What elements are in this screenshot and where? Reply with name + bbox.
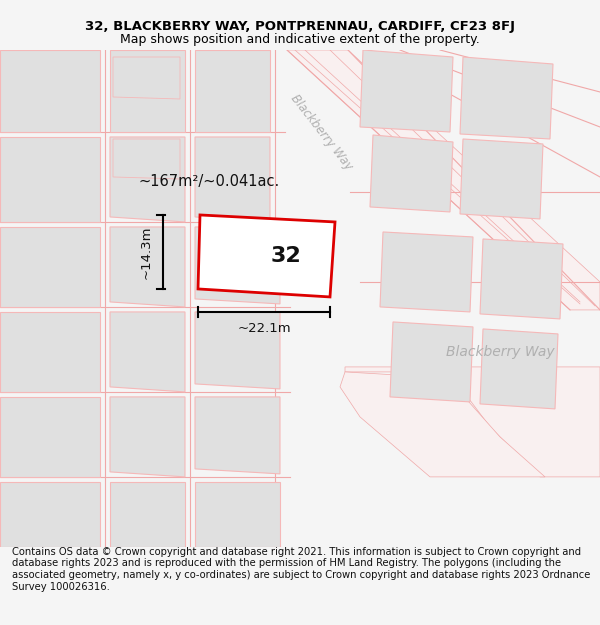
Polygon shape xyxy=(110,482,185,547)
Polygon shape xyxy=(195,227,280,304)
Text: ~167m²/~0.041ac.: ~167m²/~0.041ac. xyxy=(138,174,279,189)
Text: 32: 32 xyxy=(271,246,301,266)
Text: ~22.1m: ~22.1m xyxy=(237,322,291,335)
Text: Blackberry Way: Blackberry Way xyxy=(289,92,356,172)
Polygon shape xyxy=(0,312,100,392)
Polygon shape xyxy=(345,367,600,477)
Polygon shape xyxy=(198,215,335,297)
Polygon shape xyxy=(110,227,185,307)
Polygon shape xyxy=(0,397,100,477)
Polygon shape xyxy=(195,50,270,132)
Polygon shape xyxy=(480,329,558,409)
Polygon shape xyxy=(360,50,453,132)
Polygon shape xyxy=(460,139,543,219)
Polygon shape xyxy=(390,322,473,402)
Polygon shape xyxy=(460,57,553,139)
Polygon shape xyxy=(113,139,180,179)
Polygon shape xyxy=(370,135,453,212)
Polygon shape xyxy=(380,232,473,312)
Polygon shape xyxy=(110,397,185,477)
Text: 32, BLACKBERRY WAY, PONTPRENNAU, CARDIFF, CF23 8FJ: 32, BLACKBERRY WAY, PONTPRENNAU, CARDIFF… xyxy=(85,21,515,33)
Polygon shape xyxy=(195,137,270,222)
Text: Map shows position and indicative extent of the property.: Map shows position and indicative extent… xyxy=(120,34,480,46)
Polygon shape xyxy=(480,239,563,319)
Polygon shape xyxy=(0,50,100,132)
Polygon shape xyxy=(0,482,100,547)
Polygon shape xyxy=(110,137,185,222)
Polygon shape xyxy=(113,57,180,99)
Polygon shape xyxy=(0,227,100,307)
Polygon shape xyxy=(195,312,280,389)
Polygon shape xyxy=(110,312,185,392)
Text: ~14.3m: ~14.3m xyxy=(140,225,153,279)
Polygon shape xyxy=(195,397,280,474)
Text: Contains OS data © Crown copyright and database right 2021. This information is : Contains OS data © Crown copyright and d… xyxy=(12,547,590,592)
Text: Blackberry Way: Blackberry Way xyxy=(446,345,554,359)
Polygon shape xyxy=(340,372,545,477)
Polygon shape xyxy=(110,50,185,132)
Polygon shape xyxy=(195,482,280,547)
Polygon shape xyxy=(287,50,600,310)
Polygon shape xyxy=(0,137,100,222)
